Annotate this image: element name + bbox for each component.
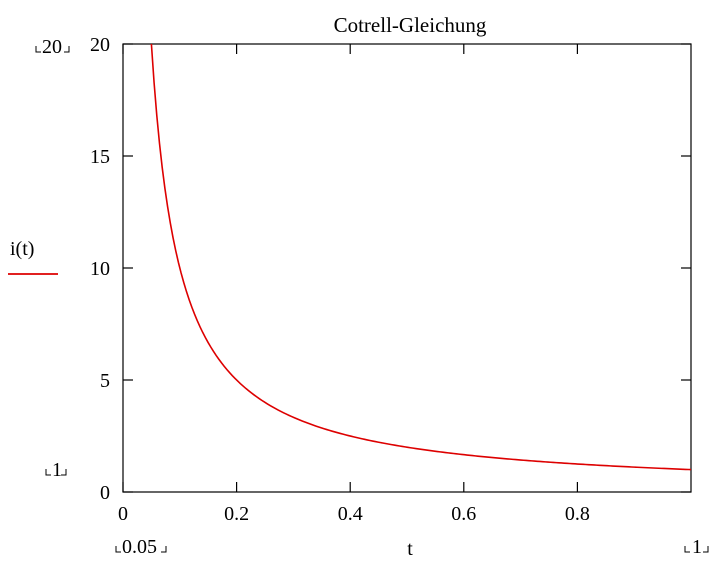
y-axis: 0 5 10 15 20 <box>90 34 691 504</box>
y-tick-label: 15 <box>90 146 110 168</box>
x-tick-label: 0.6 <box>451 503 476 525</box>
x-tick-label: 0.8 <box>565 503 590 525</box>
x-tick-label: 0 <box>118 503 128 525</box>
range-marker-y-max: 20 <box>35 36 70 58</box>
x-tick-label: 0.4 <box>338 503 363 525</box>
plot-frame <box>122 43 692 493</box>
legend-label: i(t) <box>10 238 34 260</box>
svg-text:1: 1 <box>52 459 62 481</box>
range-marker-y-min: 1 <box>45 459 67 481</box>
y-tick-label: 10 <box>90 258 110 280</box>
series-line-i-t <box>150 43 692 471</box>
svg-text:0.05: 0.05 <box>122 536 157 558</box>
x-axis-label: t <box>407 538 413 560</box>
y-tick-label: 5 <box>100 370 110 392</box>
svg-text:20: 20 <box>42 36 62 58</box>
chart-title: Cotrell-Gleichung <box>334 13 487 37</box>
range-marker-x-min: 0.05 <box>115 536 167 558</box>
y-tick-label: 0 <box>100 482 110 504</box>
range-marker-x-max: 1 <box>684 536 709 558</box>
x-tick-label: 0.2 <box>224 503 249 525</box>
y-tick-label: 20 <box>90 34 110 56</box>
svg-text:1: 1 <box>692 536 702 558</box>
x-axis: 0 0.2 0.4 0.6 0.8 <box>118 44 590 525</box>
